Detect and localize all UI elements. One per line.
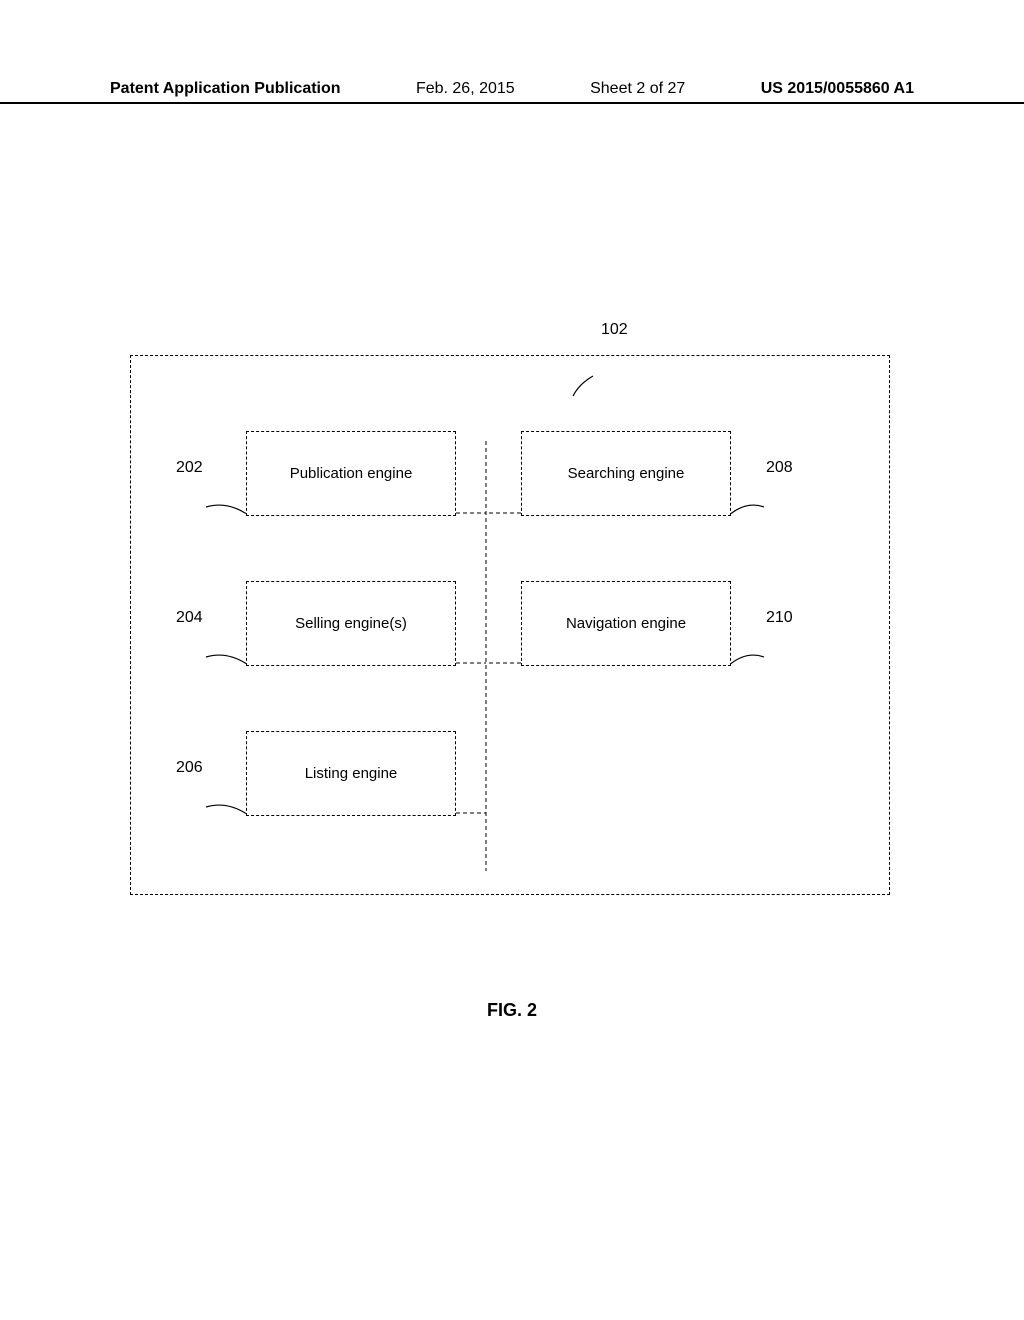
box-searching: Searching engine [521,431,731,516]
box-label: Listing engine [305,765,398,782]
ref-selling: 204 [176,609,203,627]
publication-number: US 2015/0055860 A1 [761,80,914,98]
page-header: Patent Application Publication Feb. 26, … [0,80,1024,104]
box-selling: Selling engine(s) [246,581,456,666]
box-listing: Listing engine [246,731,456,816]
box-publication: Publication engine [246,431,456,516]
figure-caption: FIG. 2 [0,1000,1024,1021]
ref-navigation: 210 [766,609,793,627]
box-label: Publication engine [290,465,413,482]
ref-container: 102 [601,321,628,339]
publication-date: Feb. 26, 2015 [416,80,515,98]
box-label: Searching engine [568,465,685,482]
ref-listing: 206 [176,759,203,777]
ref-publication: 202 [176,459,203,477]
box-label: Navigation engine [566,615,686,632]
connector-layer [131,316,891,896]
diagram-container: 102Publication engine202Selling engine(s… [130,355,890,895]
box-navigation: Navigation engine [521,581,731,666]
sheet-number: Sheet 2 of 27 [590,80,685,98]
box-label: Selling engine(s) [295,615,407,632]
ref-searching: 208 [766,459,793,477]
publication-type: Patent Application Publication [110,80,341,98]
